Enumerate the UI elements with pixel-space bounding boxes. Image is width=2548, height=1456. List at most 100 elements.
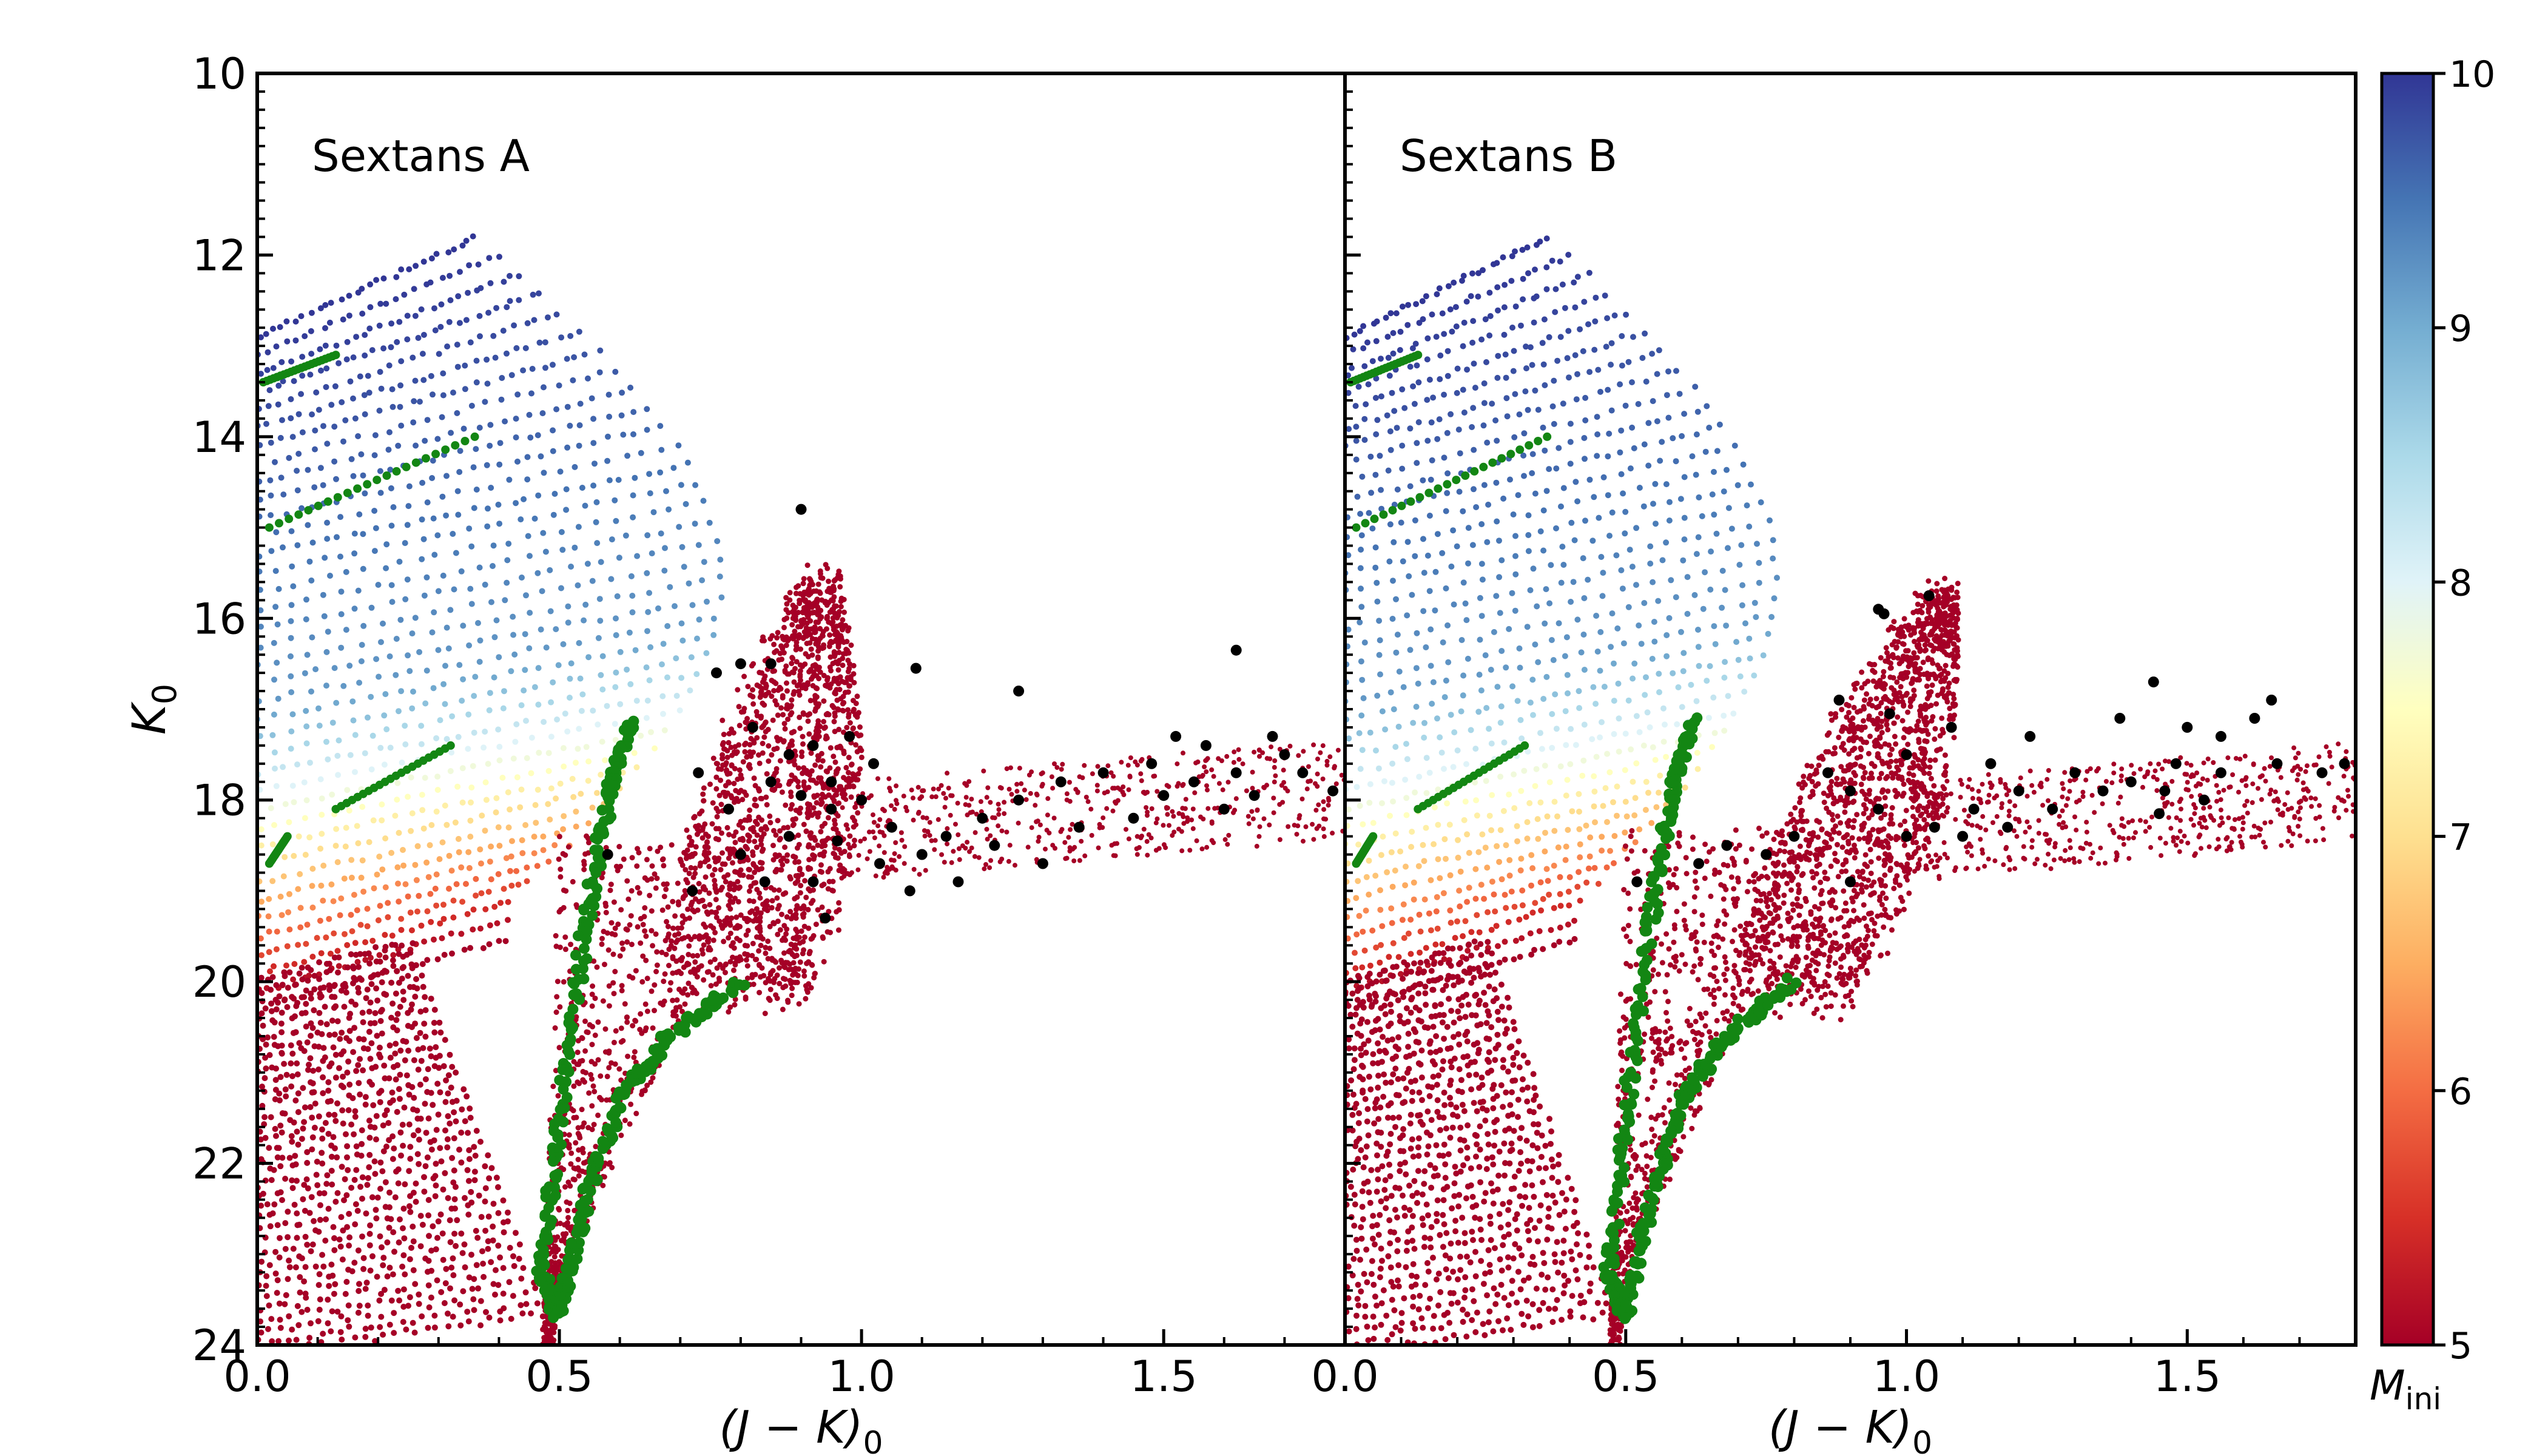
model-dot (302, 1009, 309, 1016)
model-dot (564, 1049, 576, 1060)
model-dot (475, 1285, 482, 1292)
model-dot (428, 372, 434, 379)
model-dot (314, 1158, 320, 1165)
model-dot (359, 804, 366, 810)
model-dot (383, 968, 389, 975)
model-dot (273, 783, 280, 789)
model-dot (800, 664, 806, 669)
model-dot (365, 950, 372, 957)
model-dot (628, 913, 634, 919)
model-dot (608, 536, 615, 543)
model-dot (616, 844, 622, 849)
model-dot (542, 365, 548, 371)
model-dot (689, 838, 695, 844)
model-dot (1244, 788, 1249, 794)
model-dot (439, 839, 446, 846)
model-dot (699, 835, 706, 841)
model-dot (1311, 742, 1316, 747)
model-dot (329, 1272, 336, 1279)
model-dot (792, 613, 798, 619)
model-dot (720, 850, 725, 856)
model-dot (854, 749, 860, 755)
model-dot (402, 881, 409, 888)
model-dot (617, 701, 624, 707)
model-dot (752, 869, 758, 875)
model-dot (794, 845, 800, 851)
model-dot (623, 926, 629, 932)
model-dot (657, 423, 664, 430)
model-dot (335, 969, 341, 976)
model-dot (841, 849, 848, 855)
model-dot (422, 437, 428, 444)
model-dot (373, 1215, 380, 1222)
model-dot (289, 783, 296, 789)
model-dot (480, 1261, 487, 1267)
model-dot (405, 1303, 411, 1309)
model-dot (270, 365, 277, 371)
model-dot (288, 673, 294, 679)
model-dot (280, 491, 287, 498)
model-dot (1067, 848, 1073, 854)
model-dot (470, 464, 477, 471)
model-dot (365, 1175, 371, 1181)
model-dot (506, 1279, 513, 1286)
model-dot (431, 1020, 437, 1026)
model-dot (500, 328, 507, 334)
model-dot (331, 458, 338, 465)
model-dot (534, 863, 541, 869)
model-dot (329, 1017, 335, 1024)
model-dot (812, 627, 818, 633)
model-dot (736, 767, 743, 773)
model-dot (371, 452, 378, 459)
model-dot (805, 864, 811, 871)
model-dot (359, 1141, 365, 1147)
model-dot (516, 1241, 523, 1248)
model-dot (567, 332, 574, 339)
model-dot (832, 689, 838, 695)
model-dot (771, 641, 777, 647)
model-dot (1067, 845, 1073, 851)
model-dot (465, 1318, 472, 1325)
model-dot (309, 866, 316, 872)
model-dot (383, 1144, 389, 1150)
model-dot (688, 864, 694, 871)
model-dot (635, 846, 641, 852)
model-dot (264, 1201, 271, 1208)
model-dot (477, 1298, 484, 1304)
model-dot (1067, 780, 1072, 785)
model-dot (280, 764, 286, 770)
model-dot (399, 976, 405, 982)
model-dot (513, 721, 520, 727)
model-dot (490, 1237, 496, 1244)
model-dot (389, 932, 396, 939)
model-dot (664, 623, 671, 629)
model-dot (793, 807, 799, 814)
model-dot (727, 894, 733, 899)
model-dot (286, 1154, 293, 1161)
model-dot (425, 1197, 432, 1203)
model-dot (555, 662, 562, 669)
model-dot (272, 1077, 279, 1084)
model-dot (440, 1063, 447, 1070)
model-dot (298, 965, 305, 971)
model-dot (1113, 801, 1119, 806)
model-dot (787, 977, 793, 983)
model-dot (598, 772, 604, 778)
model-dot (569, 775, 576, 782)
model-dot (325, 1131, 332, 1137)
model-dot (425, 874, 432, 880)
model-dot (1321, 826, 1326, 832)
model-dot (311, 484, 318, 491)
model-dot (395, 1180, 402, 1187)
model-dot (453, 550, 459, 556)
model-dot (542, 1313, 548, 1320)
model-dot (758, 841, 764, 848)
model-dot (426, 842, 433, 849)
model-dot (648, 729, 654, 735)
model-dot (296, 1040, 303, 1046)
model-dot (412, 615, 419, 621)
model-dot (794, 894, 800, 900)
model-dot (1257, 824, 1262, 829)
model-dot (308, 1020, 314, 1026)
model-dot (665, 904, 671, 910)
